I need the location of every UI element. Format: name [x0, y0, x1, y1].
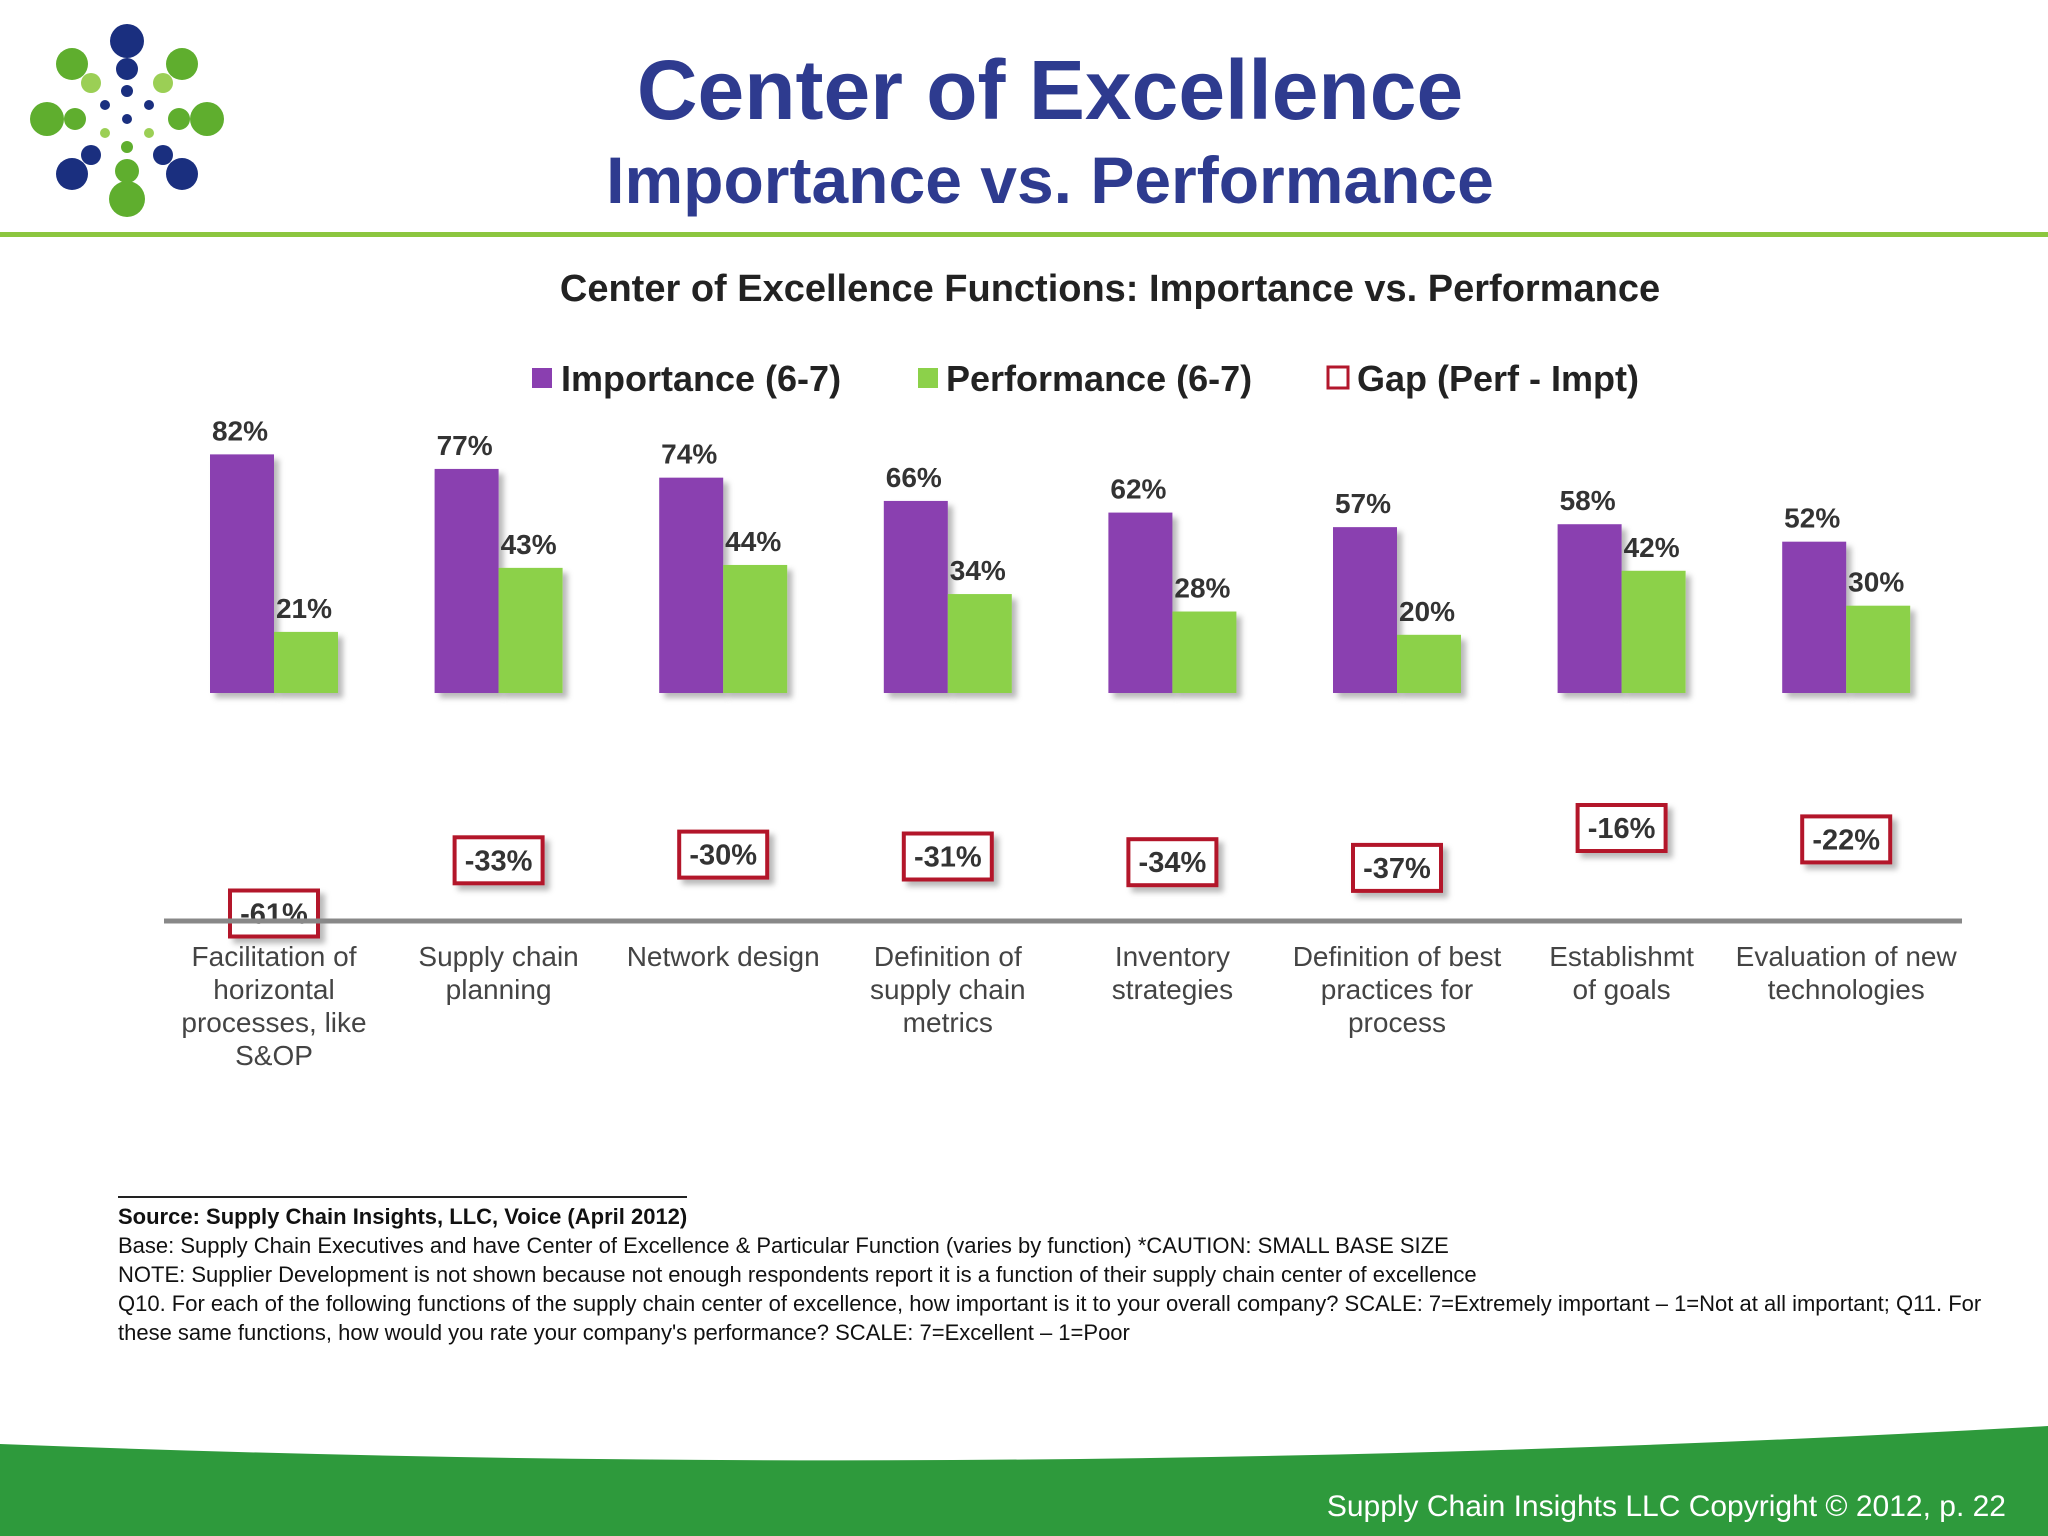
footer-copyright: Supply Chain Insights LLC Copyright © 20… — [1326, 1490, 2006, 1523]
bar-importance — [1557, 524, 1622, 693]
note-text: NOTE: Supplier Development is not shown … — [118, 1262, 1477, 1287]
source-note: Source: Supply Chain Insights, LLC, Voic… — [118, 1196, 688, 1231]
page-title: Center of Excellence — [636, 43, 1464, 137]
header-divider — [0, 232, 2048, 237]
value-label-performance: 21% — [276, 593, 332, 624]
chart-bars: 82% 21% 77% 43% 74% 44% 66% 34% 62% 28% 57% 20% 58% 4… — [210, 415, 1911, 693]
bar-performance — [274, 631, 338, 693]
gap-box — [677, 829, 770, 880]
category-label: supply chain — [870, 974, 1026, 1005]
category-label: of goals — [1573, 974, 1671, 1005]
bar-importance — [1108, 512, 1173, 693]
category-label: Evaluation of new — [1736, 941, 1958, 972]
page-subtitle: Importance vs. Performance — [606, 143, 1494, 217]
bar-performance — [947, 594, 1012, 693]
gap-label: -61% — [240, 899, 308, 931]
question-note: Q10. For each of the following functions… — [118, 1291, 1982, 1345]
category-label: strategies — [1112, 974, 1233, 1005]
category-label: Definition of best — [1293, 941, 1502, 972]
value-label-performance: 20% — [1399, 596, 1455, 627]
bar-importance — [434, 468, 499, 693]
bar-performance — [1846, 605, 1911, 693]
value-label-performance: 30% — [1848, 567, 1904, 598]
gap-box — [228, 888, 320, 939]
value-label-performance: 42% — [1624, 532, 1680, 563]
category-label: processes, like — [181, 1007, 366, 1038]
bar-performance — [498, 567, 563, 693]
legend-swatch-performance — [918, 368, 938, 388]
bar-performance — [1172, 611, 1237, 693]
value-label-importance: 77% — [437, 430, 493, 461]
gap-label: -31% — [914, 842, 982, 874]
bar-performance — [1621, 570, 1686, 693]
bar-importance — [1333, 527, 1397, 693]
category-label: planning — [446, 974, 552, 1005]
category-label: practices for — [1321, 974, 1474, 1005]
value-label-importance: 52% — [1784, 503, 1840, 534]
gap-label: -22% — [1812, 824, 1880, 856]
category-label: Definition of — [874, 941, 1022, 972]
legend-swatch-gap — [1326, 365, 1350, 390]
value-label-performance: 34% — [950, 555, 1006, 586]
chart-gap-boxes: -61% -33% -30% -31% -34% -37% -16% -22% — [228, 803, 1893, 939]
value-label-importance: 62% — [1110, 474, 1166, 505]
bar-importance — [659, 477, 724, 693]
category-label: S&OP — [235, 1040, 313, 1071]
category-label: Network design — [627, 941, 820, 972]
legend-label-gap: Gap (Perf - Impt) — [1357, 358, 1639, 399]
value-label-performance: 28% — [1174, 573, 1230, 604]
gap-label: -33% — [465, 845, 533, 877]
gap-label: -30% — [689, 840, 757, 872]
footnotes: Source: Supply Chain Insights, LLC, Voic… — [118, 1196, 1998, 1347]
bar-performance — [723, 564, 788, 693]
chart-title: Center of Excellence Functions: Importan… — [560, 268, 1660, 310]
chart-legend: Importance (6-7) Performance (6-7) Gap (… — [532, 358, 1639, 399]
value-label-importance: 74% — [661, 439, 717, 470]
bar-importance — [883, 500, 948, 693]
value-label-performance: 43% — [501, 529, 557, 560]
category-label: horizontal — [213, 974, 334, 1005]
importance-performance-chart: Center of Excellence Functions: Importan… — [164, 268, 1962, 1071]
category-label: Inventory — [1115, 941, 1230, 972]
category-label: Facilitation of — [192, 941, 357, 972]
value-label-importance: 58% — [1560, 485, 1616, 516]
gap-box — [901, 831, 994, 882]
category-label: technologies — [1768, 974, 1925, 1005]
category-label: metrics — [903, 1007, 993, 1038]
bar-performance — [1397, 634, 1461, 693]
legend-swatch-importance — [532, 368, 552, 388]
gap-label: -16% — [1588, 813, 1656, 845]
bar-importance — [210, 454, 274, 693]
gap-label: -37% — [1363, 853, 1431, 885]
company-logo — [30, 24, 224, 217]
category-label: Establishmt — [1549, 941, 1694, 972]
value-label-performance: 44% — [725, 526, 781, 557]
gap-box — [1126, 837, 1219, 888]
gap-box — [1800, 814, 1893, 865]
base-note: Base: Supply Chain Executives and have C… — [118, 1233, 1449, 1258]
value-label-importance: 57% — [1335, 488, 1391, 519]
gap-box — [452, 835, 545, 886]
legend-label-performance: Performance (6-7) — [946, 358, 1252, 399]
value-label-importance: 66% — [886, 462, 942, 493]
category-label: process — [1348, 1007, 1446, 1038]
gap-box — [1351, 842, 1443, 893]
footer-band — [0, 1426, 2048, 1536]
gap-box — [1575, 803, 1668, 853]
category-label: Supply chain — [418, 941, 578, 972]
value-label-importance: 82% — [212, 415, 268, 446]
gap-label: -34% — [1139, 847, 1207, 879]
bar-importance — [1782, 541, 1847, 693]
legend-label-importance: Importance (6-7) — [561, 358, 841, 399]
